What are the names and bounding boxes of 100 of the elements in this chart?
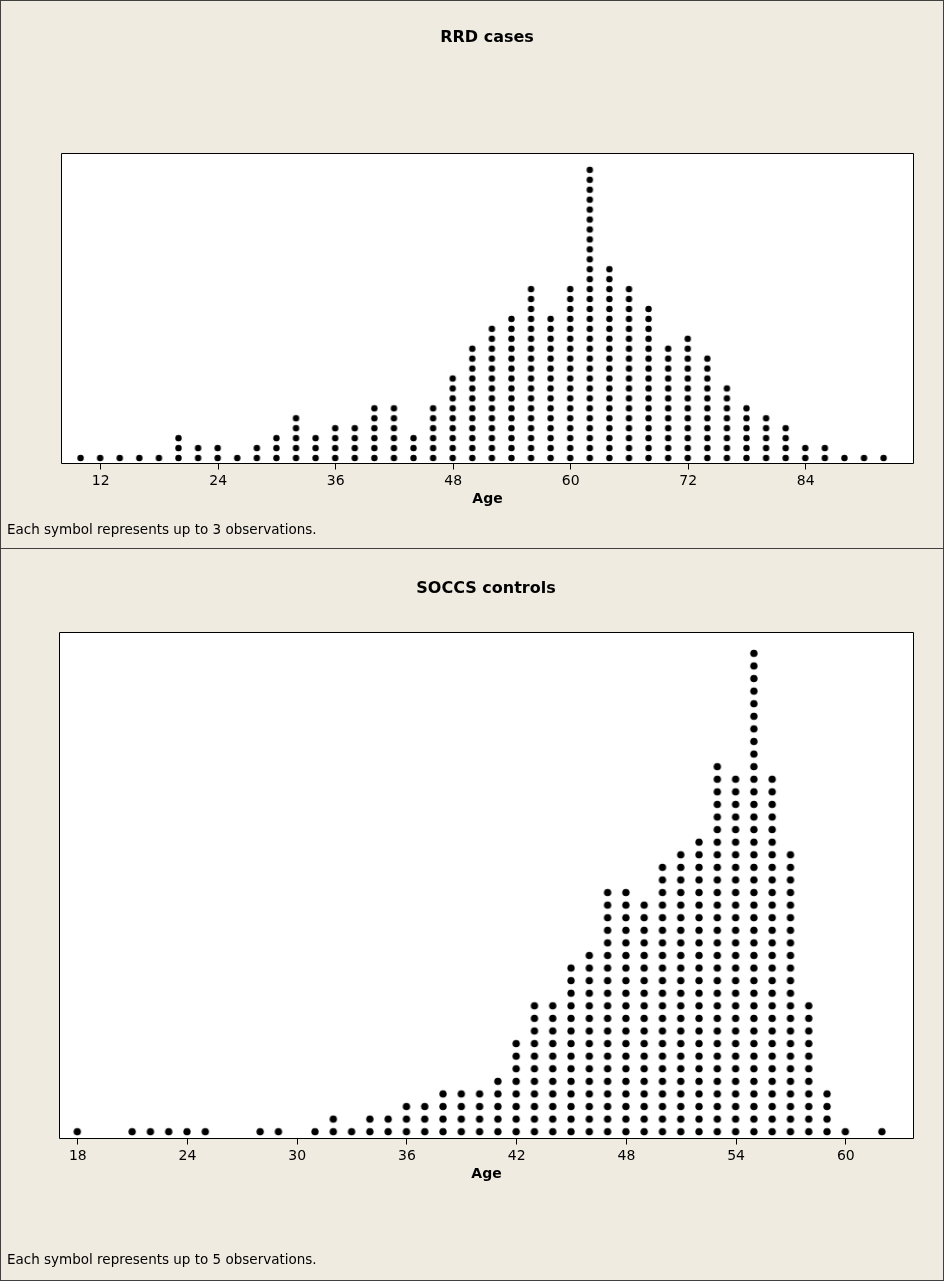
x-tick-label: 84 [796,471,815,488]
bar [73,1125,82,1138]
bar [566,284,574,463]
bar [782,423,790,463]
bar [96,453,104,463]
bar [439,1087,448,1138]
bar [77,453,85,463]
bar [146,1125,155,1138]
x-tick-label: 60 [561,471,580,488]
chart-title: RRD cases [440,27,534,46]
bar [312,433,320,463]
bar [786,848,795,1138]
x-axis-title: Age [471,1164,502,1181]
bar [274,1125,283,1138]
bar [695,835,704,1138]
bar [410,433,418,463]
bar [214,443,222,463]
x-tick-label: 42 [507,1146,526,1163]
bar [585,949,594,1138]
bar [351,423,359,463]
bar [605,264,613,463]
bar [311,1125,320,1138]
bar [253,443,261,463]
bar [880,453,888,463]
bar [743,403,751,463]
bar [488,323,496,463]
x-tick-label: 18 [68,1146,87,1163]
bar [256,1125,265,1138]
bar [194,443,202,463]
x-tick-label: 36 [326,471,345,488]
bar [370,403,378,463]
bar [658,861,667,1138]
bar [621,886,630,1138]
bar [449,373,457,463]
bar [749,647,758,1138]
bar [512,1037,521,1138]
bar [548,999,557,1138]
bar [860,453,868,463]
bar [840,453,848,463]
bar [420,1100,429,1138]
chart-title: SOCCS controls [416,578,556,597]
bar [762,413,770,463]
bar [877,1125,886,1138]
bar [603,886,612,1138]
x-axis-title: Age [472,489,503,506]
bar [645,304,653,463]
bar [155,453,163,463]
x-tick-label: 24 [209,471,228,488]
bar [457,1087,466,1138]
bar [429,403,437,463]
bar [164,1125,173,1138]
bar [664,343,672,463]
bar [723,383,731,463]
bar [703,353,711,463]
x-tick-label: 48 [617,1146,636,1163]
x-tick-label: 60 [836,1146,855,1163]
text: Each symbol represents up to 5 observations. [7,1251,317,1267]
bar [175,433,183,463]
bar [329,1112,338,1138]
bar [272,433,280,463]
bar [128,1125,137,1138]
bar [640,898,649,1138]
bar [530,999,539,1138]
bar [567,961,576,1138]
bar [527,284,535,463]
bar [183,1125,192,1138]
bar [468,343,476,463]
text: Each symbol represents up to 3 observations. [7,521,317,537]
bar [135,453,143,463]
bar [804,999,813,1138]
bar [625,284,633,463]
bar [493,1075,502,1138]
bar [347,1125,356,1138]
bar [201,1125,210,1138]
bar [676,848,685,1138]
bar [331,423,339,463]
x-tick-label: 12 [91,471,110,488]
bar [821,443,829,463]
bar [801,443,809,463]
bar [233,453,241,463]
bar [390,403,398,463]
x-tick-label: 36 [398,1146,416,1163]
x-tick-label: 24 [178,1146,197,1163]
bar [586,164,594,463]
x-tick-label: 30 [288,1146,307,1163]
bar [507,313,515,463]
bar [547,313,555,463]
bar [116,453,124,463]
bar [731,772,740,1138]
bar [384,1112,393,1138]
x-tick-label: 48 [444,471,463,488]
bar [475,1087,484,1138]
bar [684,333,692,463]
bar [292,413,300,463]
bar [768,772,777,1138]
x-tick-label: 54 [727,1146,746,1163]
bar [365,1112,374,1138]
x-tick-label: 72 [679,471,698,488]
bar [713,760,722,1138]
bar [402,1100,411,1138]
